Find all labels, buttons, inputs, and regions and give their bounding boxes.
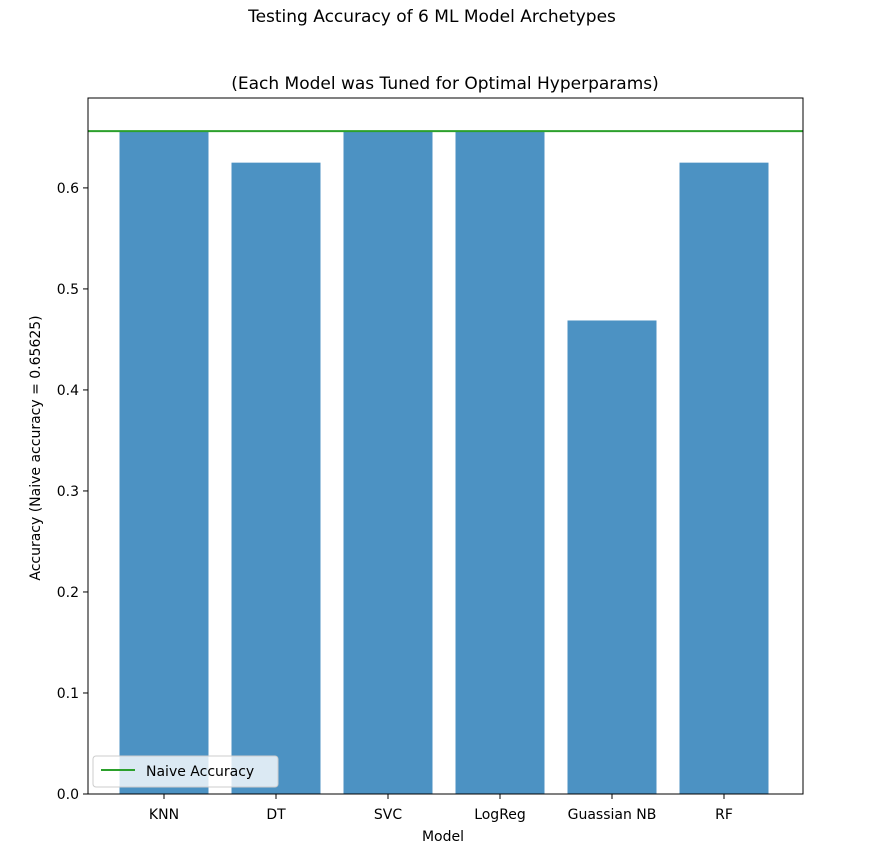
x-tick-label: LogReg [474, 807, 526, 823]
legend-label: Naive Accuracy [146, 764, 254, 780]
x-tick-label: Guassian NB [568, 807, 657, 823]
x-tick-label: DT [266, 807, 286, 823]
bar-dt [231, 162, 321, 795]
bar-knn [119, 131, 209, 794]
legend: Naive Accuracy [92, 755, 279, 788]
bars-layer [119, 131, 769, 795]
axes-layer [87, 97, 804, 795]
y-tick-label: 0.4 [57, 383, 79, 399]
ticks-layer: KNN DT SVC LogReg Guassian NB RF 0.0 0.1 0.2 0.3 0… [57, 181, 733, 823]
y-tick-label: 0.6 [57, 181, 79, 197]
bar-svc [343, 131, 433, 794]
x-tick-label: KNN [149, 807, 179, 823]
y-tick-label: 0.5 [57, 282, 79, 298]
x-axis-label: Model [422, 829, 464, 845]
bar-rf [679, 162, 769, 795]
x-tick-label: SVC [374, 807, 402, 823]
x-tick-label: RF [715, 807, 733, 823]
y-tick-label: 0.3 [57, 484, 79, 500]
chart-subtitle: (Each Model was Tuned for Optimal Hyperp… [231, 74, 659, 94]
y-tick-label: 0.2 [57, 585, 79, 601]
bar-guassian-nb [567, 320, 657, 794]
y-tick-label: 0.0 [57, 787, 79, 803]
y-axis-label: Accuracy (Naive accuracy = 0.65625) [28, 315, 44, 580]
plot-frame [87, 97, 804, 795]
bar-logreg [455, 131, 545, 794]
chart-title: Testing Accuracy of 6 ML Model Archetype… [247, 7, 616, 27]
legend-box [92, 755, 279, 788]
y-tick-label: 0.1 [57, 686, 79, 702]
